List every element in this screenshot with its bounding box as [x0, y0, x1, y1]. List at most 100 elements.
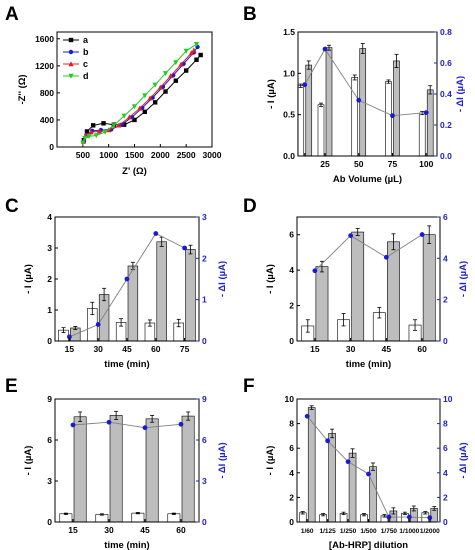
y-tick-label: 2 — [289, 301, 294, 311]
y-right-tick-label: 3 — [202, 212, 207, 222]
data-point-d — [121, 113, 127, 119]
x-tick-label: 45 — [140, 525, 150, 535]
delta-point — [348, 233, 354, 239]
y-axis-label: - I (µA) — [265, 446, 276, 476]
y-tick-label: 10 — [285, 394, 295, 404]
y-tick-label: 1600 — [35, 34, 54, 44]
y-tick-label: 6 — [47, 435, 52, 445]
y-right-axis-label: - ΔI (µA) — [458, 442, 469, 478]
data-point-c — [178, 61, 184, 67]
x-axis-label: [Ab-HRP] dilution — [329, 540, 408, 550]
x-tick-label: 2500 — [177, 150, 196, 160]
panel-b: 0.0 0.5 1.0 1.5 0.0 0.2 0.4 0.6 0.8 25 50 75 100 Ab V… — [266, 27, 466, 185]
bar-gray — [426, 89, 434, 157]
delta-point — [70, 422, 76, 428]
bar-gray — [156, 241, 167, 342]
x-tick-label: 1500 — [125, 150, 144, 160]
bar-gray — [422, 234, 436, 342]
y-tick-label: 0.5 — [283, 110, 295, 120]
y-right-tick-label: 0.4 — [440, 89, 452, 99]
delta-point — [390, 113, 395, 119]
y-right-tick-label: 4 — [443, 253, 448, 263]
bar-white — [297, 85, 305, 157]
x-tick-label: 1/60 — [301, 528, 314, 535]
data-point-c — [116, 122, 122, 128]
y-tick-label: 4 — [289, 265, 294, 275]
y-tick-label: 4 — [47, 212, 52, 222]
y-right-tick-label: 0.2 — [440, 120, 452, 130]
data-point-c — [147, 95, 153, 101]
bar-gray — [73, 416, 87, 523]
data-point-c — [168, 73, 174, 79]
bar-gray — [109, 415, 123, 523]
data-point-a — [90, 123, 96, 128]
bar-white — [95, 514, 109, 523]
x-tick-label: 60 — [417, 344, 427, 354]
data-point-c — [188, 50, 194, 56]
x-tick-label: 75 — [388, 159, 398, 169]
plot-frame-e — [54, 398, 200, 523]
delta-point — [356, 97, 362, 103]
panel-label-a: A — [5, 4, 19, 25]
bar-gray — [98, 294, 110, 342]
y-right-tick-label: 0.6 — [440, 58, 452, 68]
data-point-d — [183, 48, 189, 54]
data-point-a — [152, 100, 158, 105]
legend-marker-b — [68, 49, 74, 55]
delta-point — [345, 459, 351, 465]
data-point-c — [137, 105, 143, 111]
data-point-a — [142, 109, 148, 115]
data-point-d — [82, 136, 88, 142]
y-tick-label: 8 — [289, 419, 294, 429]
x-tick-label: 100 — [419, 159, 433, 169]
bar-white — [385, 81, 392, 157]
data-point-d — [93, 133, 99, 139]
y-tick-label: 0 — [47, 336, 52, 346]
data-point-a — [198, 52, 203, 58]
legend-marker-a — [68, 37, 74, 43]
y-tick-label: 6 — [289, 443, 294, 453]
y-tick-label: 1 — [47, 305, 52, 315]
x-tick-label: 60 — [151, 344, 161, 354]
bar-white — [167, 513, 181, 523]
legend-marker-c — [68, 61, 74, 67]
y-tick-label: 4 — [289, 468, 294, 478]
x-tick-label: 25 — [320, 159, 330, 169]
delta-point — [419, 232, 425, 237]
plot-frame-d — [296, 216, 441, 342]
y-tick-label: 3 — [47, 243, 52, 253]
data-point-a — [194, 57, 199, 62]
y-axis-label: - I (µA) — [23, 446, 34, 476]
y-right-tick-label: 6 — [443, 212, 448, 222]
y-tick-label: 1.0 — [283, 68, 295, 78]
legend-label-a: a — [83, 35, 89, 45]
x-tick-label: 15 — [65, 344, 75, 354]
delta-point — [322, 46, 328, 52]
y-tick-label: 1.5 — [283, 27, 295, 37]
y-right-axis-label: - ΔI (µA) — [217, 261, 228, 297]
data-point-a — [173, 78, 179, 83]
panel-c: 0 1 2 3 4 0 1 2 3 15 30 45 60 75 time (min) - I (µA) - Δ… — [23, 212, 228, 370]
data-point-d — [173, 60, 179, 66]
data-point-d — [102, 129, 108, 135]
series-line-b — [83, 46, 198, 142]
y-right-tick-label: 4 — [443, 468, 448, 478]
y-right-axis-label: - ΔI (µA) — [217, 442, 228, 478]
delta-point — [383, 254, 389, 260]
y-right-tick-label: 0 — [443, 517, 448, 527]
bar-gray — [348, 452, 357, 523]
data-point-a — [84, 129, 90, 134]
panel-label-e: E — [5, 376, 18, 397]
x-tick-label: 1/125 — [320, 528, 337, 535]
delta-point — [406, 514, 412, 520]
data-point-d — [162, 71, 169, 77]
y-right-tick-label: 0 — [443, 336, 448, 346]
bar-gray — [305, 64, 313, 157]
series-line-d — [82, 43, 197, 144]
delta-point — [153, 231, 159, 236]
data-point-d — [111, 123, 117, 129]
y-tick-label: 800 — [40, 88, 54, 98]
series-line-c — [82, 49, 195, 142]
x-tick-label: 60 — [176, 525, 186, 535]
